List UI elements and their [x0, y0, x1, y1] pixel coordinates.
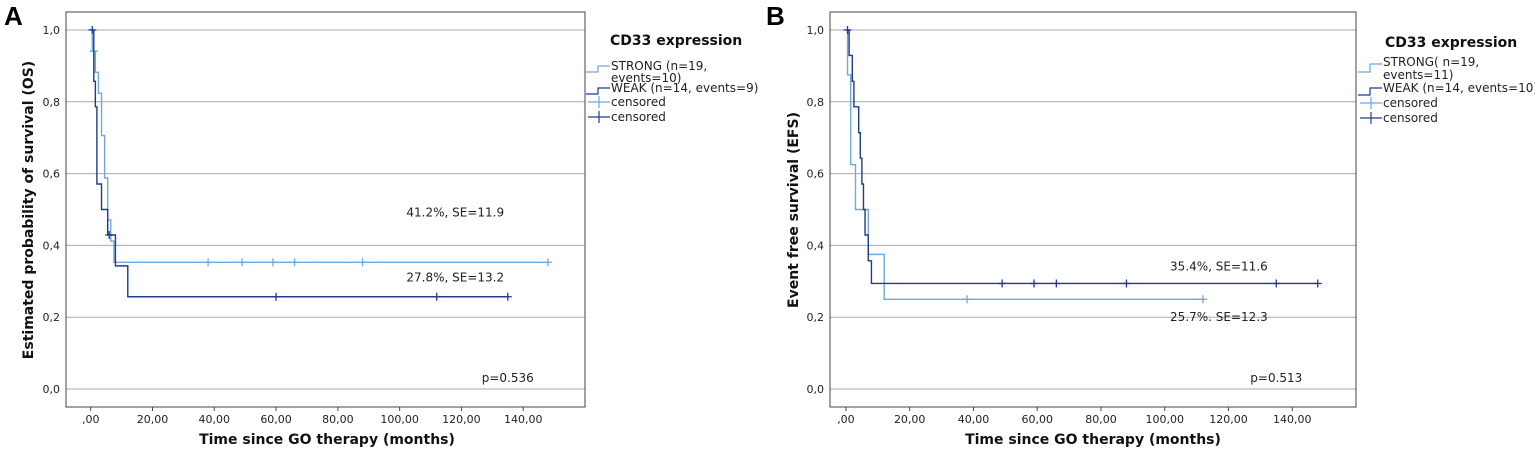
censor-mark-weak: [432, 292, 441, 301]
x-tick-label: 100,00: [1145, 413, 1184, 426]
km-curve-weak: [845, 29, 1318, 285]
legend: CD33 expression STRONG( n=19, events=11)…: [1358, 35, 1535, 125]
censor-mark-weak: [998, 279, 1007, 288]
km-curve-strong: [90, 29, 548, 263]
y-tick-label: 0,0: [807, 383, 825, 396]
censor-mark-strong: [204, 258, 213, 267]
x-tick-label: 80,00: [1085, 413, 1117, 426]
y-tick-label: 1,0: [43, 24, 61, 37]
legend-swatch-censored-strong: [588, 96, 610, 108]
censor-mark-weak: [1313, 279, 1322, 288]
x-tick-label: 60,00: [260, 413, 292, 426]
x-tick-label: 140,00: [1273, 413, 1312, 426]
annotation: 27.8%, SE=13.2: [406, 270, 504, 284]
censor-mark-strong: [963, 295, 972, 304]
legend-title: CD33 expression: [1385, 35, 1517, 51]
panel-label: B: [766, 1, 785, 31]
x-tick-label: ,00: [837, 413, 855, 426]
legend-entry-strong: STRONG (n=19,: [611, 59, 707, 73]
legend-entry-censored-weak: censored: [1383, 111, 1438, 125]
x-tick-label: 40,00: [199, 413, 231, 426]
x-tick-label: 140,00: [504, 413, 543, 426]
x-tick-label: 100,00: [380, 413, 419, 426]
y-tick-label: 0,2: [43, 311, 61, 324]
legend-swatch-censored-strong: [1360, 97, 1382, 109]
legend-swatch-strong: [1358, 63, 1382, 73]
x-tick-label: 20,00: [894, 413, 926, 426]
censor-mark-weak: [843, 25, 852, 34]
legend-entry-weak: WEAK (n=14, events=10): [1383, 81, 1535, 95]
y-tick-label: 0,4: [807, 239, 825, 252]
legend-entry-weak: WEAK (n=14, events=9): [611, 81, 758, 95]
y-axis-title: Estimated probability of survival (OS): [21, 61, 37, 359]
y-tick-label: 0,4: [43, 239, 61, 252]
annotation: 25.7%. SE=12.3: [1170, 310, 1268, 324]
x-axis-title: Time since GO therapy (months): [199, 432, 455, 448]
x-tick-label: 120,00: [1209, 413, 1248, 426]
y-axis-title: Event free survival (EFS): [786, 112, 802, 308]
y-tick-label: 0,0: [43, 383, 61, 396]
y-tick-label: 0,8: [807, 96, 825, 109]
censor-mark-weak: [1052, 279, 1061, 288]
x-tick-label: 120,00: [442, 413, 481, 426]
y-tick-label: 0,8: [43, 96, 61, 109]
panel-a: A ,00 20,00 40,00 60,00 80,00 100,00 120,00 140…: [4, 1, 758, 448]
censor-mark-strong: [1198, 295, 1207, 304]
censor-mark-strong: [238, 258, 247, 267]
plot-frame: [829, 11, 1357, 408]
censor-mark-strong: [290, 258, 299, 267]
x-tick-label: ,00: [82, 413, 100, 426]
censor-mark-strong: [268, 258, 277, 267]
censor-mark-strong: [543, 258, 552, 267]
y-tick-label: 0,2: [807, 311, 825, 324]
censor-mark-weak: [272, 292, 281, 301]
y-tick-label: 1,0: [807, 24, 825, 37]
panel-b: B ,00 20,00 40,00 60,00 80,00 100,00 120,00 140…: [766, 1, 1535, 448]
censor-mark-strong: [358, 258, 367, 267]
legend-entry-strong-cont: events=11): [1383, 68, 1453, 82]
censor-mark-weak: [1030, 279, 1039, 288]
annotation: p=0.536: [482, 371, 534, 385]
censor-mark-weak: [88, 25, 97, 34]
km-curve-weak: [90, 29, 508, 298]
x-tick-label: 80,00: [322, 413, 354, 426]
legend-swatch-censored-weak: [1360, 112, 1382, 124]
legend-swatch-weak: [1358, 87, 1382, 96]
plot-frame: [65, 11, 586, 408]
panel-label: A: [4, 1, 23, 31]
legend-title: CD33 expression: [610, 33, 742, 49]
censor-mark-weak: [1122, 279, 1131, 288]
y-tick-label: 0,6: [43, 168, 61, 181]
annotation: 41.2%, SE=11.9: [406, 206, 504, 220]
x-tick-label: 20,00: [137, 413, 169, 426]
legend-swatch-censored-weak: [588, 111, 610, 123]
legend-entry-censored-strong: censored: [1383, 96, 1438, 110]
annotation: p=0.513: [1250, 371, 1302, 385]
y-tick-label: 0,6: [807, 168, 825, 181]
x-tick-label: 40,00: [958, 413, 990, 426]
legend-entry-censored-weak: censored: [611, 110, 666, 124]
legend-entry-strong: STRONG( n=19,: [1383, 55, 1479, 69]
legend-entry-censored-strong: censored: [611, 95, 666, 109]
legend-swatch-weak: [586, 87, 610, 95]
annotation: 35.4%, SE=11.6: [1170, 260, 1268, 274]
x-tick-label: 60,00: [1021, 413, 1053, 426]
legend-entry-strong-cont: events=10): [611, 71, 681, 85]
legend: CD33 expression STRONG (n=19, events=10)…: [586, 33, 758, 124]
censor-mark-weak: [1272, 279, 1281, 288]
x-axis-title: Time since GO therapy (months): [965, 432, 1221, 448]
km-curve-strong: [845, 29, 1203, 300]
censor-mark-weak: [503, 292, 512, 301]
legend-swatch-strong: [586, 65, 610, 73]
censor-mark-weak: [105, 230, 114, 239]
